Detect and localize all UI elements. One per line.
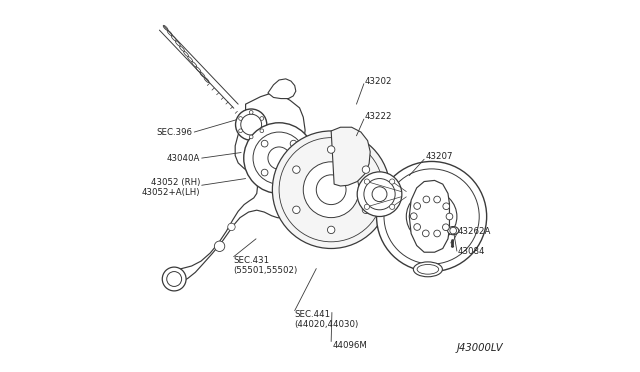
Circle shape [372, 187, 387, 202]
Circle shape [214, 241, 225, 251]
Circle shape [328, 226, 335, 234]
Circle shape [406, 191, 457, 242]
Circle shape [364, 204, 369, 209]
Circle shape [446, 213, 453, 220]
Circle shape [268, 147, 291, 169]
Circle shape [390, 204, 395, 209]
Polygon shape [268, 79, 296, 99]
Circle shape [410, 213, 417, 219]
Circle shape [328, 146, 335, 153]
Text: SEC.431: SEC.431 [234, 256, 270, 265]
Circle shape [236, 109, 267, 140]
Text: J43000LV: J43000LV [457, 343, 504, 353]
Circle shape [241, 114, 262, 135]
Circle shape [443, 203, 449, 209]
Circle shape [434, 230, 440, 237]
Circle shape [362, 206, 370, 214]
Text: SEC.396: SEC.396 [157, 128, 193, 137]
Circle shape [273, 131, 390, 248]
Circle shape [260, 116, 264, 121]
Text: 43207: 43207 [425, 153, 452, 161]
Circle shape [364, 179, 395, 210]
Circle shape [163, 267, 186, 291]
Text: 43052+A(LH): 43052+A(LH) [141, 188, 200, 197]
Circle shape [250, 110, 253, 114]
Circle shape [390, 179, 395, 184]
Text: (55501,55502): (55501,55502) [234, 266, 298, 275]
Text: 43222: 43222 [365, 112, 392, 121]
Circle shape [423, 196, 429, 203]
Text: 43040A: 43040A [167, 154, 200, 163]
Text: SEC.441: SEC.441 [294, 310, 331, 319]
Text: 43202: 43202 [365, 77, 392, 86]
Circle shape [357, 172, 402, 217]
Circle shape [250, 135, 253, 139]
Circle shape [376, 161, 486, 272]
Circle shape [421, 206, 442, 227]
Circle shape [316, 175, 346, 205]
Ellipse shape [447, 227, 459, 235]
Polygon shape [168, 93, 305, 285]
Circle shape [244, 123, 314, 193]
Circle shape [261, 140, 268, 147]
Circle shape [239, 129, 243, 132]
Circle shape [362, 166, 370, 173]
Circle shape [292, 166, 300, 173]
Circle shape [239, 116, 243, 121]
Text: 43262A: 43262A [458, 227, 492, 236]
Circle shape [303, 162, 359, 218]
Circle shape [290, 169, 297, 176]
Circle shape [260, 129, 264, 132]
Circle shape [414, 203, 420, 209]
Circle shape [422, 230, 429, 237]
Text: 43052 (RH): 43052 (RH) [151, 178, 200, 187]
Circle shape [434, 196, 440, 203]
Circle shape [364, 179, 369, 184]
Polygon shape [410, 180, 449, 252]
Circle shape [450, 227, 456, 234]
Ellipse shape [413, 262, 442, 277]
Circle shape [261, 169, 268, 176]
Circle shape [414, 224, 420, 230]
Circle shape [292, 206, 300, 214]
Circle shape [228, 223, 235, 231]
Circle shape [290, 140, 297, 147]
Text: 43084: 43084 [458, 247, 486, 256]
Text: (44020,44030): (44020,44030) [294, 320, 359, 329]
Text: 44096M: 44096M [332, 341, 367, 350]
Polygon shape [331, 127, 370, 186]
Circle shape [442, 224, 449, 231]
